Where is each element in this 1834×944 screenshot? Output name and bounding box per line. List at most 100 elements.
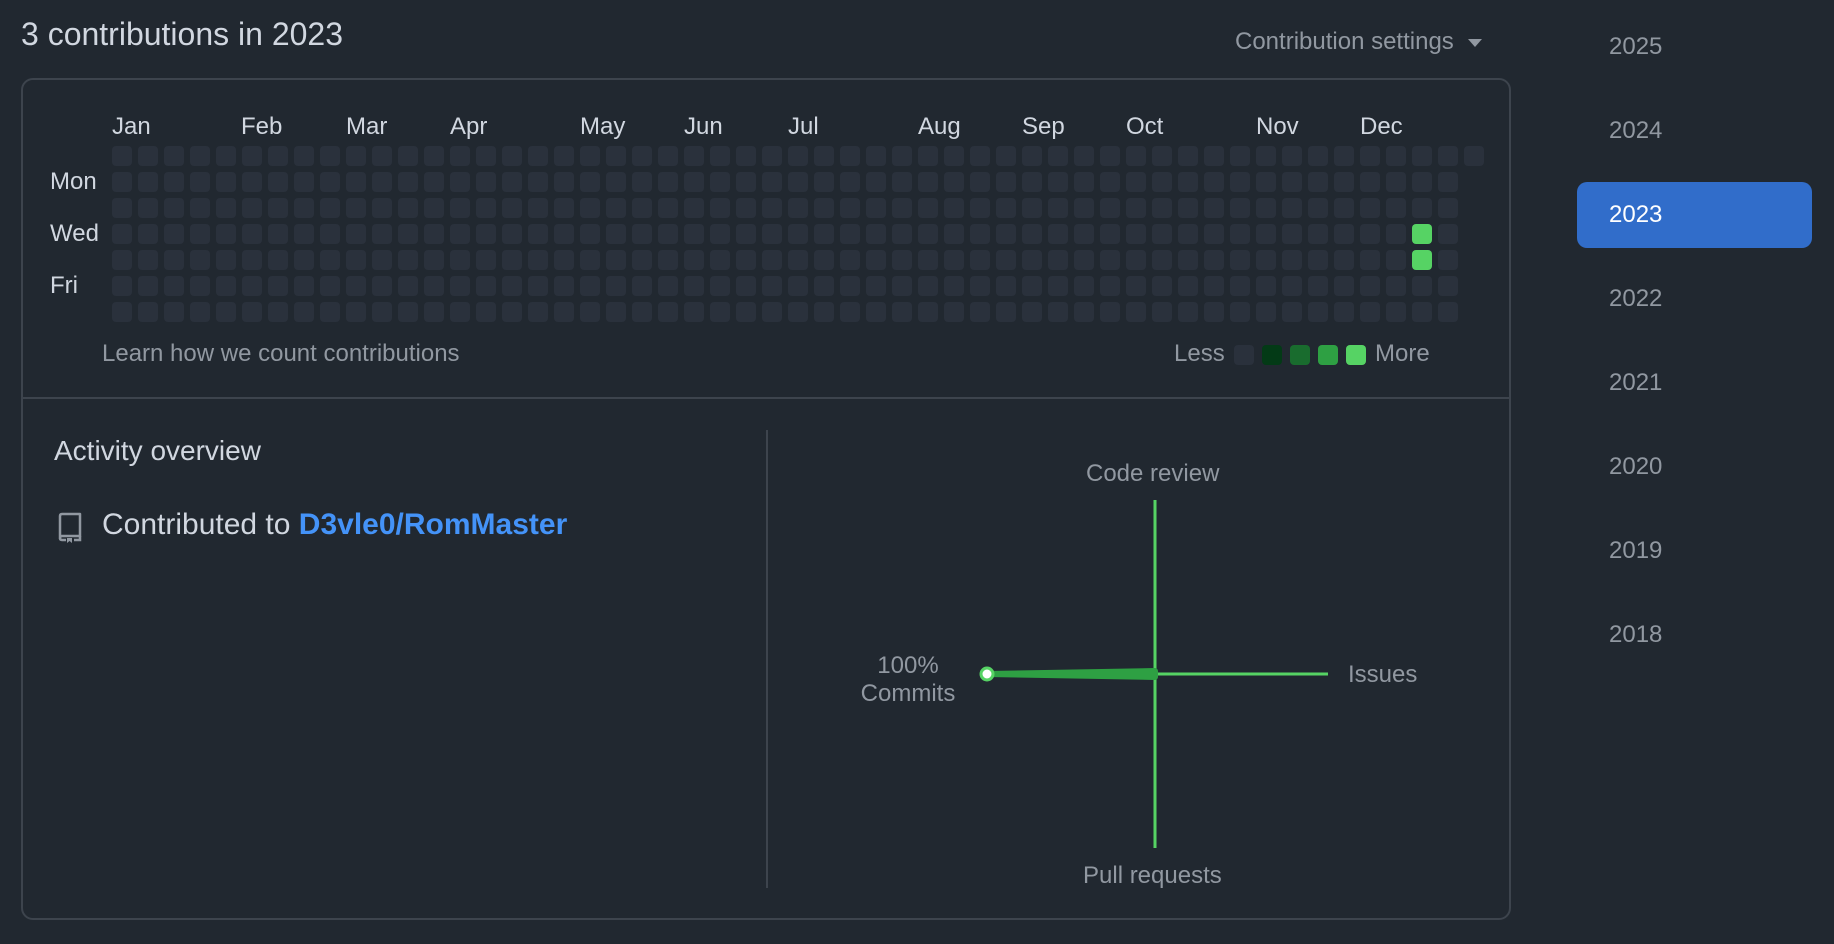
calendar-day-cell[interactable]	[502, 198, 522, 218]
calendar-day-cell[interactable]	[346, 146, 366, 166]
calendar-day-cell[interactable]	[710, 198, 730, 218]
calendar-day-cell[interactable]	[788, 172, 808, 192]
calendar-day-cell[interactable]	[476, 302, 496, 322]
calendar-day-cell[interactable]	[1282, 276, 1302, 296]
calendar-day-cell[interactable]	[710, 224, 730, 244]
calendar-day-cell[interactable]	[1308, 250, 1328, 270]
calendar-day-cell[interactable]	[554, 198, 574, 218]
calendar-day-cell[interactable]	[736, 302, 756, 322]
calendar-day-cell[interactable]	[294, 302, 314, 322]
calendar-day-cell[interactable]	[320, 146, 340, 166]
calendar-day-cell[interactable]	[216, 302, 236, 322]
calendar-day-cell[interactable]	[580, 146, 600, 166]
calendar-day-cell[interactable]	[944, 172, 964, 192]
calendar-day-cell[interactable]	[1022, 172, 1042, 192]
calendar-day-cell[interactable]	[320, 250, 340, 270]
calendar-day-cell[interactable]	[1230, 250, 1250, 270]
calendar-day-cell[interactable]	[710, 276, 730, 296]
calendar-day-cell[interactable]	[1048, 302, 1068, 322]
calendar-day-cell[interactable]	[554, 276, 574, 296]
calendar-day-cell[interactable]	[840, 198, 860, 218]
calendar-day-cell[interactable]	[892, 302, 912, 322]
calendar-day-cell[interactable]	[970, 276, 990, 296]
calendar-day-cell[interactable]	[658, 250, 678, 270]
calendar-day-cell[interactable]	[502, 224, 522, 244]
calendar-day-cell[interactable]	[476, 250, 496, 270]
calendar-day-cell[interactable]	[1386, 276, 1406, 296]
calendar-day-cell[interactable]	[1256, 172, 1276, 192]
calendar-day-cell[interactable]	[476, 198, 496, 218]
calendar-day-cell[interactable]	[1022, 302, 1042, 322]
calendar-day-cell[interactable]	[1386, 250, 1406, 270]
calendar-day-cell[interactable]	[216, 276, 236, 296]
calendar-day-cell[interactable]	[1360, 250, 1380, 270]
year-link-2020[interactable]: 2020	[1609, 453, 1663, 480]
calendar-day-cell[interactable]	[1100, 250, 1120, 270]
calendar-day-cell[interactable]	[710, 172, 730, 192]
calendar-day-cell[interactable]	[762, 302, 782, 322]
calendar-day-cell[interactable]	[424, 276, 444, 296]
calendar-day-cell[interactable]	[1100, 302, 1120, 322]
calendar-day-cell[interactable]	[814, 224, 834, 244]
calendar-day-cell[interactable]	[528, 302, 548, 322]
calendar-day-cell[interactable]	[788, 224, 808, 244]
calendar-day-cell[interactable]	[424, 198, 444, 218]
calendar-day-cell[interactable]	[814, 198, 834, 218]
calendar-day-cell[interactable]	[1256, 276, 1276, 296]
calendar-day-cell[interactable]	[1178, 302, 1198, 322]
calendar-day-cell[interactable]	[190, 224, 210, 244]
calendar-day-cell[interactable]	[476, 146, 496, 166]
calendar-day-cell[interactable]	[892, 146, 912, 166]
contribution-settings-dropdown[interactable]: Contribution settings	[1235, 28, 1482, 56]
calendar-day-cell[interactable]	[1178, 172, 1198, 192]
calendar-day-cell[interactable]	[1360, 198, 1380, 218]
calendar-day-cell[interactable]	[1074, 302, 1094, 322]
calendar-day-cell[interactable]	[580, 250, 600, 270]
calendar-day-cell[interactable]	[112, 276, 132, 296]
calendar-day-cell[interactable]	[1334, 146, 1354, 166]
calendar-day-cell[interactable]	[996, 146, 1016, 166]
calendar-day-cell[interactable]	[242, 224, 262, 244]
calendar-day-cell[interactable]	[1360, 276, 1380, 296]
calendar-day-cell[interactable]	[1230, 146, 1250, 166]
calendar-day-cell[interactable]	[944, 224, 964, 244]
calendar-day-cell[interactable]	[346, 276, 366, 296]
calendar-day-cell[interactable]	[190, 146, 210, 166]
calendar-day-cell[interactable]	[970, 198, 990, 218]
calendar-day-cell[interactable]	[424, 250, 444, 270]
calendar-day-cell[interactable]	[112, 172, 132, 192]
calendar-day-cell[interactable]	[710, 250, 730, 270]
calendar-day-cell[interactable]	[502, 172, 522, 192]
calendar-day-cell[interactable]	[736, 250, 756, 270]
calendar-day-cell[interactable]	[112, 224, 132, 244]
calendar-day-cell[interactable]	[1256, 250, 1276, 270]
calendar-day-cell[interactable]	[606, 198, 626, 218]
year-link-2022[interactable]: 2022	[1609, 285, 1663, 312]
calendar-day-cell[interactable]	[1282, 198, 1302, 218]
calendar-day-cell[interactable]	[1074, 224, 1094, 244]
calendar-day-cell[interactable]	[866, 250, 886, 270]
calendar-day-cell[interactable]	[1022, 146, 1042, 166]
calendar-day-cell[interactable]	[450, 224, 470, 244]
calendar-day-cell[interactable]	[918, 224, 938, 244]
calendar-day-cell[interactable]	[606, 172, 626, 192]
calendar-day-cell[interactable]	[502, 302, 522, 322]
calendar-day-cell[interactable]	[814, 146, 834, 166]
calendar-day-cell[interactable]	[1152, 224, 1172, 244]
calendar-day-cell[interactable]	[632, 224, 652, 244]
calendar-day-cell[interactable]	[450, 276, 470, 296]
calendar-day-cell[interactable]	[1126, 250, 1146, 270]
calendar-day-cell[interactable]	[138, 302, 158, 322]
calendar-day-cell[interactable]	[788, 302, 808, 322]
calendar-day-cell[interactable]	[268, 172, 288, 192]
calendar-day-cell[interactable]	[190, 172, 210, 192]
calendar-day-cell[interactable]	[1126, 172, 1146, 192]
calendar-day-cell[interactable]	[866, 172, 886, 192]
calendar-day-cell[interactable]	[1100, 224, 1120, 244]
calendar-day-cell[interactable]	[1048, 172, 1068, 192]
calendar-day-cell[interactable]	[112, 250, 132, 270]
calendar-day-cell[interactable]	[138, 172, 158, 192]
year-link-2025[interactable]: 2025	[1609, 33, 1663, 60]
calendar-day-cell[interactable]	[606, 302, 626, 322]
calendar-day-cell[interactable]	[1360, 224, 1380, 244]
